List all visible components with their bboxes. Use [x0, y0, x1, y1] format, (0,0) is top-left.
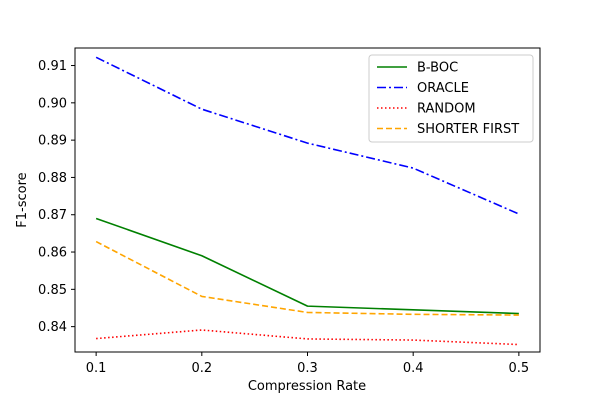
series-line-b-boc [96, 218, 519, 313]
legend: B-BOC ORACLE RANDOM SHORTER FIRST [369, 55, 533, 142]
series-line-random [96, 330, 519, 345]
y-axis-label: F1-score [15, 172, 30, 227]
y-tick-label: 0.89 [38, 134, 67, 149]
y-tick-label: 0.90 [38, 96, 67, 111]
y-tick-label: 0.86 [38, 246, 67, 261]
x-tick-label: 0.3 [297, 361, 318, 376]
legend-label: ORACLE [417, 81, 469, 96]
y-tick-label: 0.87 [38, 208, 67, 223]
x-tick-label: 0.5 [509, 361, 530, 376]
legend-label: SHORTER FIRST [417, 122, 519, 137]
x-tick-label: 0.1 [86, 361, 107, 376]
y-tick-label: 0.84 [38, 320, 67, 335]
x-tick-label: 0.4 [403, 361, 424, 376]
y-tick-label: 0.85 [38, 283, 67, 298]
x-tick-label: 0.2 [191, 361, 212, 376]
x-axis-ticks: 0.1 0.2 0.3 0.4 0.5 [86, 352, 529, 376]
line-chart: 0.1 0.2 0.3 0.4 0.5 0.84 0.85 0.86 0.87 0.88 0.89… [0, 0, 600, 400]
series-line-shorter-first [96, 242, 519, 315]
y-tick-label: 0.91 [38, 59, 67, 74]
legend-label: B-BOC [417, 61, 458, 76]
x-axis-label: Compression Rate [248, 379, 366, 394]
y-axis-ticks: 0.84 0.85 0.86 0.87 0.88 0.89 0.90 0.91 [38, 59, 75, 335]
y-tick-label: 0.88 [38, 171, 67, 186]
legend-label: RANDOM [417, 102, 476, 117]
chart-canvas: 0.1 0.2 0.3 0.4 0.5 0.84 0.85 0.86 0.87 0.88 0.89… [0, 0, 600, 400]
